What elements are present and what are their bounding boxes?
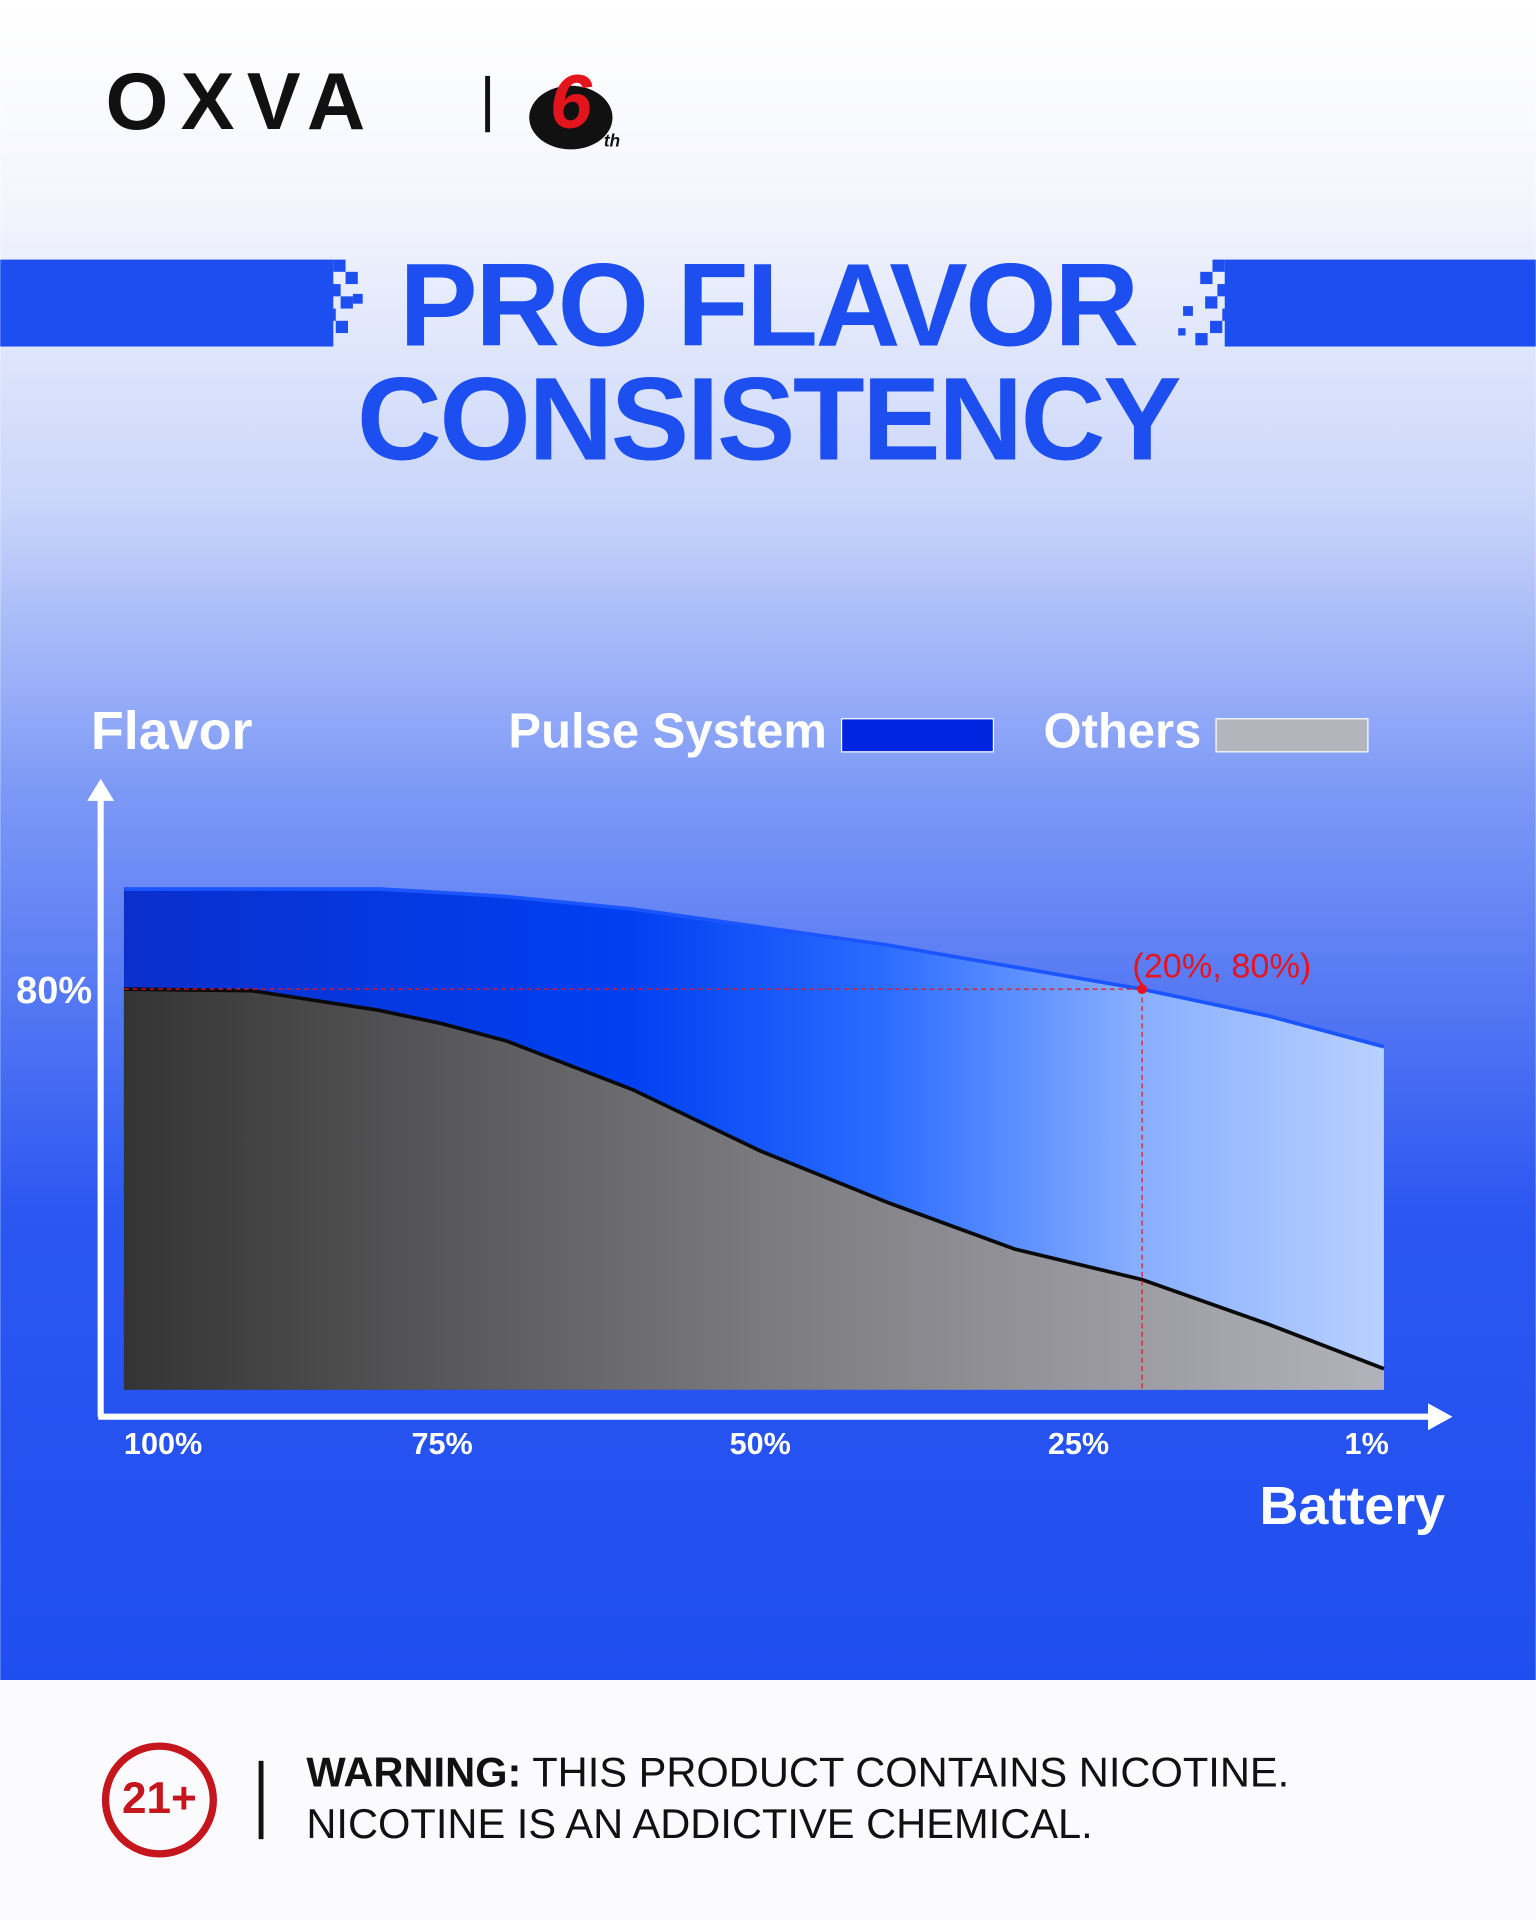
x-axis-arrow — [1428, 1403, 1453, 1431]
x-tick-label: 75% — [411, 1427, 472, 1461]
legend-swatch — [1215, 718, 1369, 753]
warning-divider — [258, 1760, 264, 1840]
checker-left — [306, 259, 363, 346]
x-tick-label: 25% — [1048, 1427, 1109, 1461]
age-badge: 21+ — [122, 1774, 197, 1823]
badge-suffix: th — [604, 131, 620, 151]
banner-right — [1224, 259, 1536, 347]
x-tick-label: 100% — [124, 1427, 202, 1461]
warning-line-1: WARNING: THIS PRODUCT CONTAINS NICOTINE. — [306, 1749, 1289, 1796]
legend-label: Others — [1044, 705, 1202, 759]
annotation-point — [1137, 984, 1147, 995]
legend-label: Pulse System — [508, 705, 826, 759]
annotation-text: (20%, 80%) — [1132, 947, 1311, 985]
logo-divider — [485, 75, 491, 133]
checker-right — [1178, 259, 1247, 346]
badge-ring — [529, 85, 613, 150]
banner-left — [0, 259, 334, 347]
chart-subtitle: CONSISTENCY — [357, 354, 1180, 485]
x-axis-label: Battery — [1260, 1476, 1446, 1536]
y-tick-label: 80% — [16, 970, 92, 1012]
legend-swatch — [840, 718, 995, 753]
chart-title: PRO FLAVOR — [399, 240, 1137, 371]
area-fill — [123, 989, 1384, 1390]
x-tick-label: 50% — [730, 1427, 791, 1461]
warning-label: WARNING: — [306, 1749, 521, 1796]
warning-panel — [0, 1680, 1536, 1920]
area-edge — [123, 987, 1385, 1371]
brand-logo: OXVA — [106, 57, 378, 147]
y-axis-label: Flavor — [91, 701, 253, 761]
x-tick-label: 1% — [1345, 1427, 1389, 1461]
y-axis-arrow — [87, 778, 115, 801]
badge-number: 6 — [550, 60, 593, 145]
age-badge-ring — [101, 1742, 217, 1858]
area-edge — [123, 887, 1385, 1049]
warning-text: THIS PRODUCT CONTAINS NICOTINE. — [521, 1749, 1289, 1796]
warning-line-2: NICOTINE IS AN ADDICTIVE CHEMICAL. — [306, 1800, 1092, 1847]
